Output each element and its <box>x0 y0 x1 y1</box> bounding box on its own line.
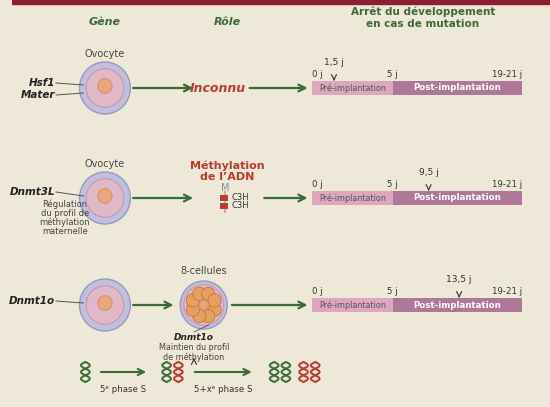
Text: 9,5 j: 9,5 j <box>419 168 438 177</box>
Text: Rôle: Rôle <box>213 17 241 27</box>
Circle shape <box>192 287 206 301</box>
Text: 5ᵉ phase S: 5ᵉ phase S <box>101 385 147 394</box>
Circle shape <box>86 286 124 324</box>
Text: Ovocyte: Ovocyte <box>85 159 125 169</box>
Circle shape <box>208 303 221 316</box>
Text: Hsf1: Hsf1 <box>29 78 55 88</box>
Circle shape <box>186 294 200 307</box>
Bar <box>312 191 393 205</box>
Text: Pré-implantation: Pré-implantation <box>319 83 386 93</box>
Text: 19-21 j: 19-21 j <box>492 70 521 79</box>
Text: 1,5 j: 1,5 j <box>324 58 344 67</box>
Circle shape <box>80 172 130 224</box>
Bar <box>393 298 521 312</box>
Circle shape <box>208 294 221 307</box>
Circle shape <box>186 303 200 316</box>
Circle shape <box>98 79 112 93</box>
Text: Gène: Gène <box>89 17 121 27</box>
Text: 8-cellules: 8-cellules <box>180 266 227 276</box>
Bar <box>393 191 521 205</box>
Text: Pré-implantation: Pré-implantation <box>319 300 386 310</box>
Text: Méthylation: Méthylation <box>190 161 265 171</box>
Text: Post-implantation: Post-implantation <box>413 83 501 92</box>
Circle shape <box>184 284 224 326</box>
Text: Dnmt1o: Dnmt1o <box>174 333 214 342</box>
Circle shape <box>98 296 112 310</box>
Text: 5 j: 5 j <box>387 287 398 296</box>
Text: méthylation: méthylation <box>40 217 90 227</box>
Circle shape <box>202 309 215 323</box>
Text: Post-implantation: Post-implantation <box>413 193 501 203</box>
Text: 19-21 j: 19-21 j <box>492 287 521 296</box>
Text: Arrêt du développement
en cas de mutation: Arrêt du développement en cas de mutatio… <box>351 7 495 29</box>
Text: 0 j: 0 j <box>312 287 323 296</box>
Bar <box>393 81 521 95</box>
Text: M: M <box>221 183 229 193</box>
Circle shape <box>200 301 208 309</box>
Circle shape <box>192 309 206 323</box>
Text: 13,5 j: 13,5 j <box>447 275 472 284</box>
Text: 19-21 j: 19-21 j <box>492 180 521 189</box>
Circle shape <box>86 69 124 107</box>
Text: Dnmt3L: Dnmt3L <box>9 187 55 197</box>
Text: Régulation: Régulation <box>42 199 87 209</box>
Text: Dnmt1o: Dnmt1o <box>9 296 55 306</box>
Circle shape <box>98 189 112 203</box>
Circle shape <box>80 279 130 331</box>
Bar <box>312 81 393 95</box>
Circle shape <box>80 62 130 114</box>
Text: de méthylation: de méthylation <box>163 352 224 361</box>
Bar <box>312 298 393 312</box>
Text: Inconnu: Inconnu <box>189 81 245 94</box>
Text: Pré-implantation: Pré-implantation <box>319 193 386 203</box>
Text: 5+xᵉ phase S: 5+xᵉ phase S <box>194 385 252 394</box>
Text: de l’ADN: de l’ADN <box>200 172 255 182</box>
Circle shape <box>202 287 215 301</box>
Text: C3H: C3H <box>231 201 249 210</box>
Bar <box>221 195 228 201</box>
Text: Mater: Mater <box>20 90 55 100</box>
Text: 5 j: 5 j <box>387 180 398 189</box>
Text: Maintien du profil: Maintien du profil <box>159 343 229 352</box>
Circle shape <box>180 281 227 329</box>
Bar <box>12 0 550 4</box>
Text: maternelle: maternelle <box>42 227 87 236</box>
Bar <box>221 203 228 209</box>
Text: du profil de: du profil de <box>41 208 89 217</box>
Text: Ovocyte: Ovocyte <box>85 49 125 59</box>
Text: Post-implantation: Post-implantation <box>413 300 501 309</box>
Text: 0 j: 0 j <box>312 70 323 79</box>
Text: 0 j: 0 j <box>312 180 323 189</box>
Text: C3H: C3H <box>231 193 249 203</box>
Circle shape <box>86 179 124 217</box>
Text: 5 j: 5 j <box>387 70 398 79</box>
